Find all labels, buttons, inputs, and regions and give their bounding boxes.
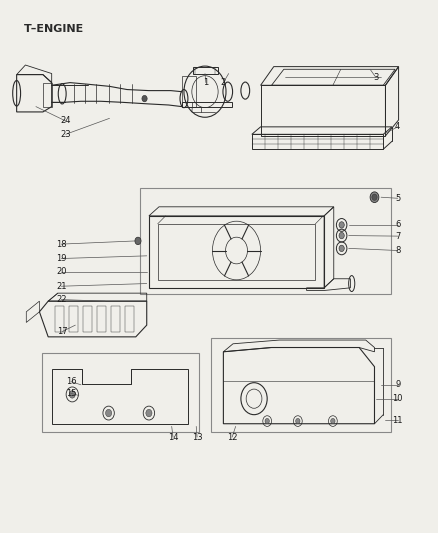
Text: 4: 4: [395, 123, 400, 131]
Text: T–ENGINE: T–ENGINE: [24, 25, 85, 34]
Text: 24: 24: [60, 117, 71, 125]
Text: 10: 10: [392, 394, 403, 403]
Text: 15: 15: [66, 389, 76, 398]
Circle shape: [106, 409, 112, 417]
Text: 2: 2: [221, 78, 226, 87]
Text: 14: 14: [168, 433, 178, 441]
Circle shape: [296, 418, 300, 424]
Circle shape: [265, 418, 269, 424]
Circle shape: [339, 232, 344, 239]
Text: 23: 23: [60, 130, 71, 139]
Text: 20: 20: [56, 268, 67, 276]
Text: 12: 12: [227, 433, 237, 441]
Bar: [140, 188, 391, 294]
Circle shape: [69, 391, 75, 398]
Text: 11: 11: [392, 416, 403, 424]
Text: 13: 13: [192, 433, 202, 441]
Circle shape: [372, 194, 377, 200]
Text: 16: 16: [66, 377, 76, 386]
Text: 19: 19: [56, 254, 67, 263]
Text: 18: 18: [56, 240, 67, 248]
Circle shape: [370, 192, 379, 203]
Circle shape: [142, 95, 147, 102]
Circle shape: [339, 245, 344, 252]
Text: 22: 22: [56, 295, 67, 304]
Text: 17: 17: [57, 327, 67, 336]
Circle shape: [331, 418, 335, 424]
Circle shape: [135, 237, 141, 245]
Circle shape: [146, 409, 152, 417]
Text: 7: 7: [395, 232, 400, 240]
Text: 8: 8: [395, 246, 400, 255]
Text: 9: 9: [395, 381, 400, 389]
Text: 1: 1: [203, 78, 208, 87]
Bar: [42, 353, 199, 432]
Text: 3: 3: [373, 73, 378, 82]
Text: 21: 21: [56, 282, 67, 290]
Circle shape: [339, 222, 344, 228]
Text: 5: 5: [395, 194, 400, 203]
Bar: [211, 338, 391, 432]
Text: 6: 6: [395, 221, 400, 229]
